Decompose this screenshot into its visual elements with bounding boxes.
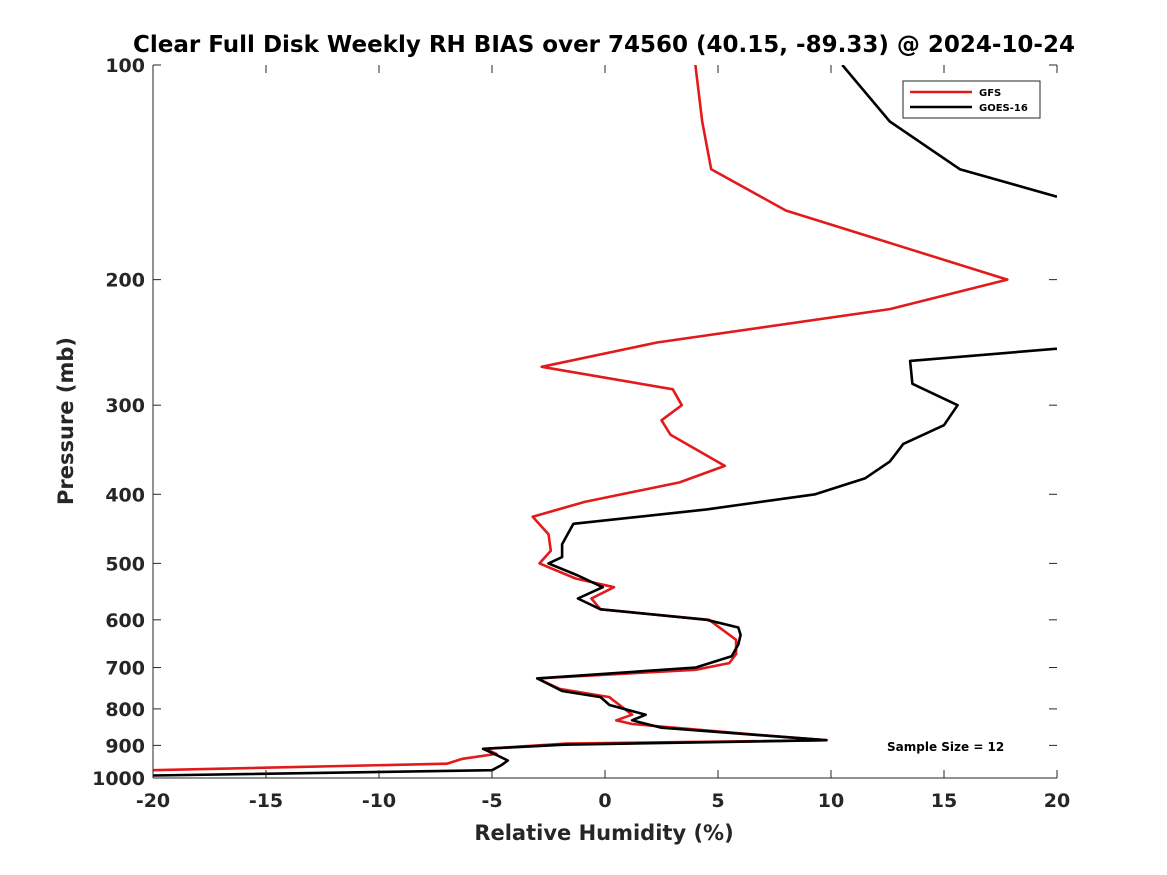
- sample-size-annotation: Sample Size = 12: [887, 740, 1004, 754]
- legend-label-goes-16: GOES-16: [979, 103, 1028, 114]
- x-tick-label: 10: [818, 790, 844, 812]
- y-tick-label: 800: [105, 699, 145, 721]
- y-tick-label: 400: [105, 484, 145, 506]
- y-tick-label: 900: [105, 735, 145, 757]
- y-ticks: 100 200 300 400 500 600 700 800 900 1000: [92, 55, 1057, 790]
- x-tick-label: -20: [136, 790, 170, 812]
- y-tick-label: 300: [105, 395, 145, 417]
- y-tick-label: 600: [105, 610, 145, 632]
- x-tick-label: 5: [711, 790, 724, 812]
- x-tick-label: 15: [931, 790, 957, 812]
- x-tick-label: -5: [481, 790, 502, 812]
- y-tick-label: 200: [105, 270, 145, 292]
- x-tick-label: 20: [1044, 790, 1070, 812]
- x-tick-label: -10: [362, 790, 396, 812]
- series-line-goes-16: [153, 65, 1057, 777]
- legend-box: [902, 80, 1041, 119]
- y-tick-label: 1000: [92, 768, 145, 790]
- chart-title: Clear Full Disk Weekly RH BIAS over 7456…: [133, 32, 1075, 58]
- x-axis-label: Relative Humidity (%): [474, 821, 733, 845]
- y-tick-label: 100: [105, 55, 145, 77]
- y-tick-label: 500: [105, 553, 145, 575]
- x-ticks: -20 -15 -10 -5 0 5 10 15 20: [136, 65, 1070, 812]
- legend: GFS GOES-16: [902, 80, 1041, 119]
- legend-label-gfs: GFS: [979, 88, 1001, 99]
- y-tick-label: 700: [105, 658, 145, 680]
- y-axis-label: Pressure (mb): [54, 337, 78, 505]
- plot-area: [153, 65, 1057, 778]
- x-tick-label: -15: [249, 790, 283, 812]
- series-layer: [153, 65, 1057, 777]
- x-tick-label: 0: [598, 790, 611, 812]
